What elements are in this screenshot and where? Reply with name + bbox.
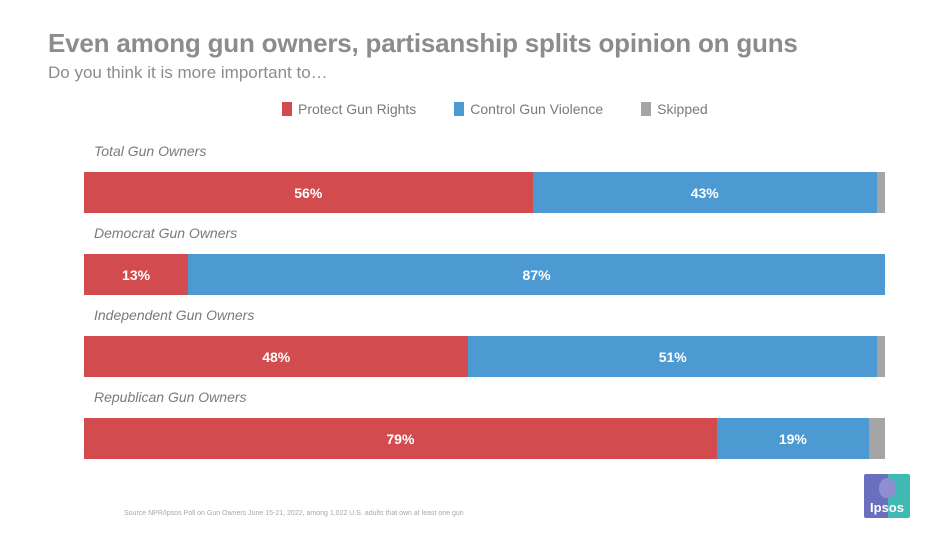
bar-segment-control-gun-violence-independent-gun-owners: 51% [468, 336, 877, 377]
legend-item-protect-gun-rights: Protect Gun Rights [282, 101, 416, 117]
bar-segment-control-gun-violence-democrat-gun-owners: 87% [188, 254, 885, 295]
bar-segment-skipped-total-gun-owners [876, 172, 885, 213]
legend-item-control-gun-violence: Control Gun Violence [454, 101, 603, 117]
legend-label-control-gun-violence: Control Gun Violence [470, 101, 604, 117]
data-label: 48% [262, 348, 291, 365]
data-label: 43% [690, 184, 719, 201]
bar-row-total-gun-owners: 56% 43% [84, 172, 885, 213]
legend-label-protect-gun-rights: Protect Gun Rights [298, 101, 417, 117]
chart-subtitle: Do you think it is more important to… [48, 63, 328, 82]
legend: Protect Gun Rights Control Gun Violence … [282, 101, 708, 117]
category-label-independent-gun-owners: Independent Gun Owners [94, 307, 255, 323]
bar-segment-protect-gun-rights-democrat-gun-owners: 13% [84, 254, 189, 295]
bar-segment-protect-gun-rights-total-gun-owners: 56% [84, 172, 533, 213]
legend-swatch-skipped [641, 102, 652, 116]
ipsos-logo: Ipsos [864, 474, 910, 518]
bar-row-independent-gun-owners: 48% 51% [84, 336, 885, 377]
bar-segment-skipped-republican-gun-owners [868, 418, 885, 459]
legend-swatch-control-gun-violence [454, 102, 465, 116]
data-label: 19% [778, 430, 807, 447]
bar-segment-control-gun-violence-total-gun-owners: 43% [532, 172, 877, 213]
category-label-republican-gun-owners: Republican Gun Owners [94, 389, 247, 405]
category-label-total-gun-owners: Total Gun Owners [94, 143, 207, 159]
bar-row-democrat-gun-owners: 13% 87% [84, 254, 885, 295]
data-label: 87% [522, 266, 551, 283]
data-label: 51% [658, 348, 687, 365]
logo-text: Ipsos [870, 500, 904, 515]
bar-segment-protect-gun-rights-republican-gun-owners: 79% [84, 418, 717, 459]
legend-label-skipped: Skipped [657, 101, 708, 117]
data-label: 79% [386, 430, 415, 447]
logo-head-icon [879, 478, 896, 498]
source-note: Source NPR/Ipsos Poll on Gun Owners June… [124, 510, 464, 517]
bar-segment-protect-gun-rights-independent-gun-owners: 48% [84, 336, 469, 377]
bar-segment-skipped-independent-gun-owners [876, 336, 885, 377]
chart-title: Even among gun owners, partisanship spli… [48, 28, 798, 58]
legend-item-skipped: Skipped [641, 101, 708, 117]
bar-segment-control-gun-violence-republican-gun-owners: 19% [716, 418, 869, 459]
category-label-democrat-gun-owners: Democrat Gun Owners [94, 225, 238, 241]
legend-swatch-protect-gun-rights [282, 102, 292, 116]
bar-row-republican-gun-owners: 79% 19% [84, 418, 885, 459]
data-label: 13% [122, 266, 151, 283]
data-label: 56% [294, 184, 323, 201]
